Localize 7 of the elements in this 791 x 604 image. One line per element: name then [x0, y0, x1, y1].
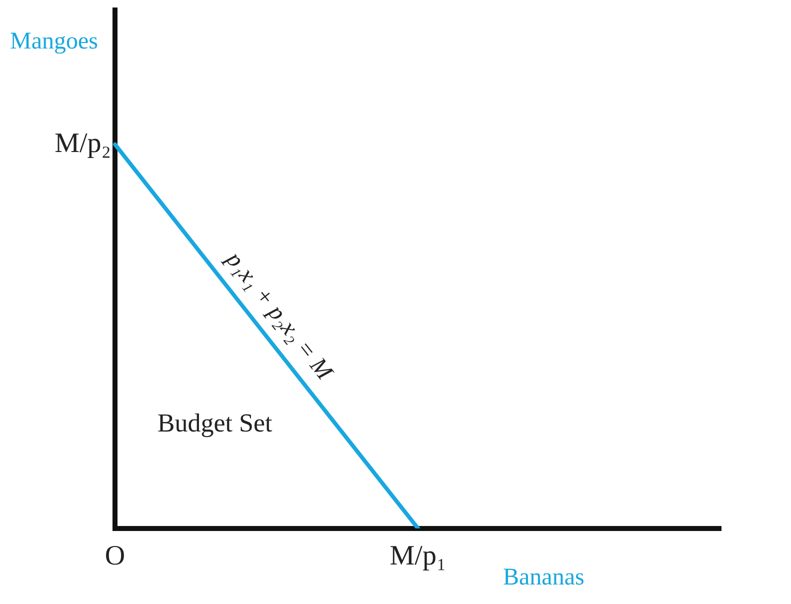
- y-axis-title: Mangoes: [10, 28, 98, 54]
- annotation: p₁x₁ + p₂x₂ = M: [220, 246, 338, 386]
- annotation: Budget Set: [157, 408, 274, 438]
- x-tick-label: O: [104, 540, 126, 572]
- text: M/p₂: [54, 128, 111, 159]
- x-axis-title: Bananas: [503, 564, 584, 590]
- x-tick-label: M/p₁: [390, 540, 446, 572]
